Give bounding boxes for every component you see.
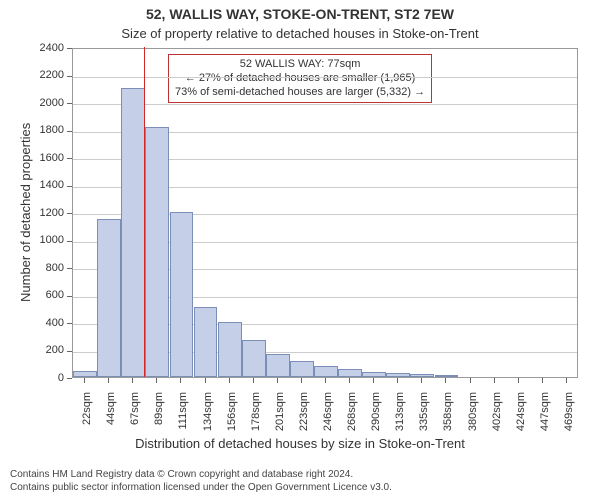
chart-title-sub: Size of property relative to detached ho… [0, 26, 600, 41]
x-tick-label: 424sqm [515, 392, 527, 447]
x-tick-mark [566, 378, 567, 383]
x-tick-label: 67sqm [129, 392, 141, 447]
reference-line [144, 47, 145, 377]
x-tick-label: 201sqm [274, 392, 286, 447]
y-tick-mark [67, 103, 72, 104]
footer-line2: Contains public sector information licen… [10, 482, 392, 495]
x-tick-label: 313sqm [394, 392, 406, 447]
y-tick-label: 200 [24, 344, 64, 356]
y-tick-label: 1200 [24, 207, 64, 219]
histogram-bar [242, 340, 266, 377]
histogram-bar [121, 88, 145, 377]
x-tick-label: 111sqm [177, 392, 189, 447]
y-tick-mark [67, 351, 72, 352]
x-tick-mark [180, 378, 181, 383]
y-tick-mark [67, 131, 72, 132]
figure-container: 52, WALLIS WAY, STOKE-ON-TRENT, ST2 7EW … [0, 0, 600, 500]
y-tick-mark [67, 48, 72, 49]
x-tick-label: 44sqm [105, 392, 117, 447]
histogram-bar [194, 307, 218, 377]
x-tick-mark [397, 378, 398, 383]
y-tick-mark [67, 323, 72, 324]
y-tick-label: 600 [24, 289, 64, 301]
chart-title-main: 52, WALLIS WAY, STOKE-ON-TRENT, ST2 7EW [0, 6, 600, 22]
x-tick-mark [421, 378, 422, 383]
x-tick-label: 447sqm [539, 392, 551, 447]
y-tick-mark [67, 296, 72, 297]
x-tick-mark [494, 378, 495, 383]
x-tick-mark [542, 378, 543, 383]
x-tick-mark [518, 378, 519, 383]
reference-annotation: 52 WALLIS WAY: 77sqm ← 27% of detached h… [168, 54, 432, 103]
x-tick-mark [156, 378, 157, 383]
y-gridline [73, 104, 577, 105]
y-tick-label: 2000 [24, 97, 64, 109]
x-tick-label: 358sqm [442, 392, 454, 447]
y-tick-label: 1800 [24, 124, 64, 136]
y-tick-label: 800 [24, 262, 64, 274]
x-tick-mark [277, 378, 278, 383]
histogram-bar [386, 373, 410, 377]
y-tick-label: 2400 [24, 42, 64, 54]
annotation-line3: 73% of semi-detached houses are larger (… [175, 86, 425, 100]
histogram-bar [170, 212, 194, 377]
y-tick-mark [67, 76, 72, 77]
x-tick-mark [349, 378, 350, 383]
x-tick-label: 469sqm [563, 392, 575, 447]
y-tick-label: 1000 [24, 234, 64, 246]
histogram-bar [410, 374, 434, 377]
x-tick-label: 290sqm [370, 392, 382, 447]
histogram-bar [435, 375, 459, 377]
chart-plot-area: 52 WALLIS WAY: 77sqm ← 27% of detached h… [72, 48, 578, 378]
histogram-bar [362, 372, 386, 378]
x-tick-mark [132, 378, 133, 383]
y-tick-label: 0 [24, 372, 64, 384]
histogram-bar [73, 371, 97, 377]
histogram-bar [266, 354, 290, 377]
y-tick-mark [67, 213, 72, 214]
x-tick-mark [301, 378, 302, 383]
x-tick-mark [205, 378, 206, 383]
x-tick-label: 335sqm [418, 392, 430, 447]
x-tick-mark [445, 378, 446, 383]
x-tick-label: 156sqm [226, 392, 238, 447]
x-tick-mark [253, 378, 254, 383]
y-tick-mark [67, 158, 72, 159]
x-tick-label: 268sqm [346, 392, 358, 447]
x-tick-mark [373, 378, 374, 383]
x-tick-mark [84, 378, 85, 383]
y-tick-label: 1400 [24, 179, 64, 191]
histogram-bar [314, 366, 338, 377]
y-gridline [73, 77, 577, 78]
x-tick-mark [470, 378, 471, 383]
histogram-bar [97, 219, 121, 377]
x-tick-label: 402sqm [491, 392, 503, 447]
y-tick-mark [67, 241, 72, 242]
annotation-line1: 52 WALLIS WAY: 77sqm [175, 58, 425, 72]
histogram-bar [145, 127, 169, 377]
x-tick-label: 22sqm [81, 392, 93, 447]
y-tick-mark [67, 378, 72, 379]
y-tick-label: 1600 [24, 152, 64, 164]
y-tick-label: 2200 [24, 69, 64, 81]
histogram-bar [218, 322, 242, 377]
x-tick-label: 178sqm [250, 392, 262, 447]
annotation-line2: ← 27% of detached houses are smaller (1,… [175, 72, 425, 86]
histogram-bar [290, 361, 314, 377]
attribution-footer: Contains HM Land Registry data © Crown c… [10, 469, 392, 494]
x-tick-mark [229, 378, 230, 383]
footer-line1: Contains HM Land Registry data © Crown c… [10, 469, 392, 482]
x-tick-label: 380sqm [467, 392, 479, 447]
histogram-bar [338, 369, 362, 377]
y-tick-label: 400 [24, 317, 64, 329]
x-tick-mark [108, 378, 109, 383]
x-tick-label: 246sqm [322, 392, 334, 447]
x-tick-label: 89sqm [153, 392, 165, 447]
y-tick-mark [67, 268, 72, 269]
x-tick-label: 134sqm [202, 392, 214, 447]
x-tick-label: 223sqm [298, 392, 310, 447]
y-tick-mark [67, 186, 72, 187]
x-tick-mark [325, 378, 326, 383]
